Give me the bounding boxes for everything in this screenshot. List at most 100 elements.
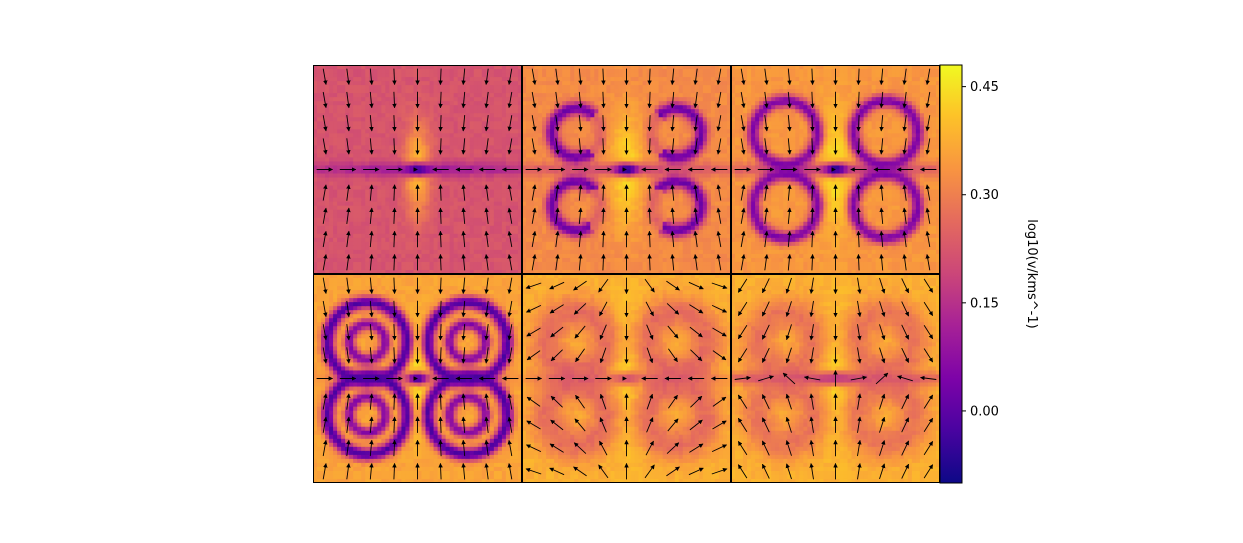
heatmap-cell [509,185,515,191]
heatmap-cell [413,93,419,98]
heatmap-cell [530,245,535,251]
heatmap-cell [341,185,346,191]
heatmap-cell [678,81,684,86]
heatmap-cell [626,201,632,207]
heatmap-cell [421,245,427,251]
heatmap-cell [542,129,547,134]
heatmap-cell [313,93,318,98]
heatmap-cell [505,113,511,118]
heatmap-cell [562,161,567,167]
heatmap-cell [337,213,342,219]
heatmap-cell [445,261,451,267]
heatmap-cell [517,149,522,155]
heatmap-cell [546,213,551,219]
heatmap-cell [317,233,322,239]
heatmap-cell [610,213,616,219]
heatmap-cell [313,101,318,106]
heatmap-cell [449,257,455,263]
heatmap-cell [473,173,479,179]
heatmap-cell [441,161,447,167]
heatmap-cell [381,77,386,82]
heatmap-cell [409,269,415,274]
heatmap-cell [321,141,326,146]
heatmap-cell [465,189,471,195]
heatmap-cell [602,205,607,211]
heatmap-cell [554,209,559,215]
heatmap-cell [666,193,672,199]
heatmap-cell [493,201,499,207]
heatmap-cell [578,177,583,183]
heatmap-cell [417,93,423,98]
heatmap-cell [433,73,439,78]
heatmap-cell [465,149,471,155]
heatmap-cell [493,209,499,215]
heatmap-cell [598,157,603,163]
heatmap-cell [686,89,692,94]
heatmap-cell [425,157,431,163]
heatmap-cell [574,229,579,235]
heatmap-cell [562,125,567,130]
heatmap-cell [401,261,407,267]
heatmap-cell [582,69,587,74]
heatmap-cell [397,177,403,183]
heatmap-cell [457,245,463,251]
heatmap-cell [481,157,487,163]
heatmap-cell [397,265,403,271]
heatmap-cell [618,261,624,267]
heatmap-cell [626,229,632,235]
heatmap-cell [369,225,374,231]
heatmap-cell [373,89,378,94]
heatmap-cell [385,217,390,223]
heatmap-cell [558,153,563,159]
heatmap-cell [481,145,487,150]
heatmap-cell [606,185,612,191]
heatmap-cell [690,129,696,134]
heatmap-cell [630,97,636,102]
heatmap-cell [445,101,451,106]
heatmap-cell [457,237,463,243]
heatmap-cell [517,185,522,191]
heatmap-cell [477,221,483,227]
heatmap-cell [429,97,435,102]
heatmap-cell [365,233,370,239]
heatmap-cell [389,141,394,146]
heatmap-cell [353,197,358,203]
heatmap-cell [489,101,495,106]
heatmap-cell [614,241,620,247]
heatmap-cell [654,125,660,130]
heatmap-cell [538,205,543,211]
heatmap-cell [453,217,459,223]
heatmap-cell [397,229,403,235]
heatmap-cell [517,169,522,175]
heatmap-cell [614,197,620,203]
heatmap-cell [337,197,342,203]
heatmap-cell [646,157,652,163]
heatmap-cell [666,169,672,175]
heatmap-cell [654,181,660,187]
heatmap-cell [614,245,620,251]
heatmap-cell [606,225,612,231]
heatmap-cell [377,241,382,247]
heatmap-cell [421,205,427,211]
heatmap-cell [369,177,374,183]
heatmap-cell [546,133,551,138]
heatmap-cell [433,133,439,138]
heatmap-cell [413,233,419,239]
heatmap-cell [417,197,423,203]
heatmap-cell [674,101,680,106]
heatmap-cell [421,133,427,138]
heatmap-cell [469,85,475,90]
heatmap-cell [313,257,318,263]
heatmap-cell [505,121,511,126]
heatmap-cell [686,161,692,167]
heatmap-cell [393,93,398,98]
heatmap-cell [433,229,439,235]
heatmap-cell [329,189,334,195]
heatmap-cell [417,109,423,114]
heatmap-cell [634,257,640,263]
heatmap-cell [550,249,555,255]
heatmap-cell [469,93,475,98]
heatmap-cell [433,237,439,243]
heatmap-cell [630,189,636,195]
heatmap-cell [393,205,398,211]
